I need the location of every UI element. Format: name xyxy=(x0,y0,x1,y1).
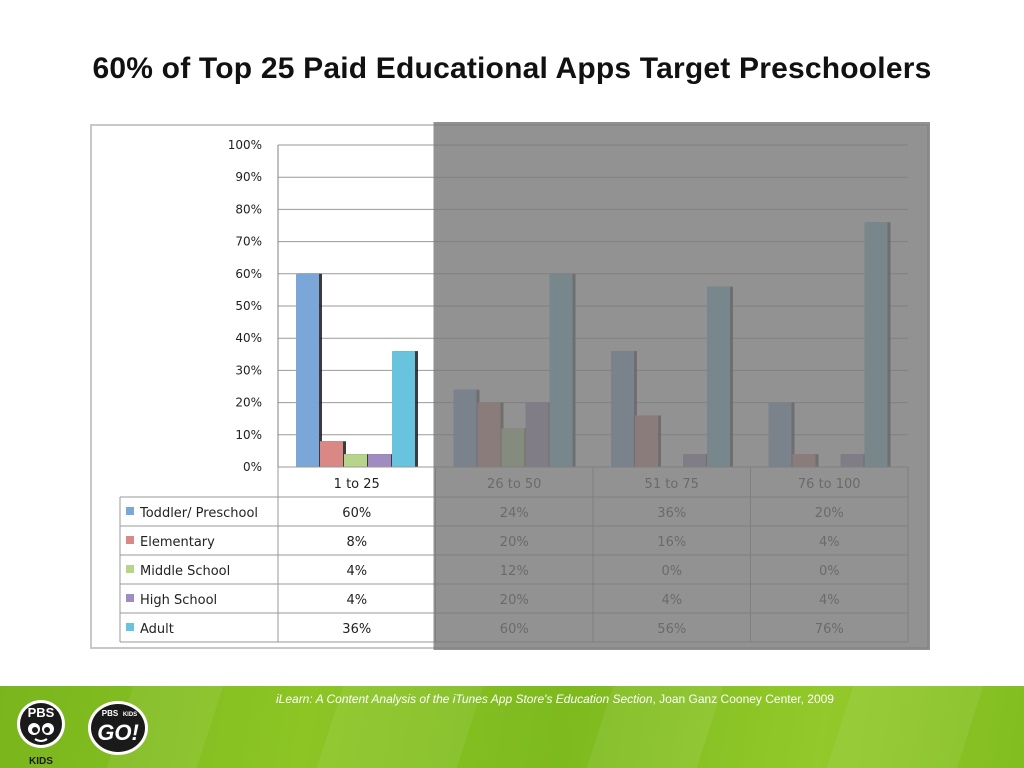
y-tick-label: 40% xyxy=(235,331,262,345)
y-tick-label: 10% xyxy=(235,428,262,442)
legend-swatch xyxy=(126,623,134,631)
source-citation: iLearn: A Content Analysis of the iTunes… xyxy=(276,692,834,706)
legend-swatch xyxy=(126,565,134,573)
bar-toddler-preschool-1-to-25 xyxy=(296,273,319,467)
citation-title: iLearn: A Content Analysis of the iTunes… xyxy=(276,692,653,706)
x-category-label: 1 to 25 xyxy=(334,477,380,492)
svg-text:PBS: PBS xyxy=(28,705,55,720)
data-table-value: 8% xyxy=(346,535,367,550)
bar-high-school-1-to-25 xyxy=(368,454,391,467)
svg-text:GO!: GO! xyxy=(97,720,139,745)
dim-overlay xyxy=(433,122,930,650)
svg-text:KIDS: KIDS xyxy=(29,756,53,766)
svg-text:KIDS: KIDS xyxy=(123,712,137,718)
pbs-kids-go-logo-icon: PBS KIDS GO! xyxy=(88,701,148,755)
y-tick-label: 100% xyxy=(228,138,262,152)
y-tick-label: 80% xyxy=(235,202,262,216)
y-tick-label: 70% xyxy=(235,235,262,249)
pbs-kids-go-logo[interactable]: PBS KIDS GO! xyxy=(84,696,154,760)
pbs-kids-logo-icon: PBS KIDS xyxy=(17,700,65,766)
legend-label: Adult xyxy=(140,622,174,637)
legend-label: Elementary xyxy=(140,535,215,550)
data-table-value: 60% xyxy=(342,506,371,521)
y-tick-label: 30% xyxy=(235,363,262,377)
legend-label: Toddler/ Preschool xyxy=(139,506,258,521)
y-axis-tick-labels: 0% 10% 20% 30% 40% 50% 60% 70% 80% 90% 100% xyxy=(228,138,262,474)
legend-label: High School xyxy=(140,593,217,608)
pbs-kids-logo[interactable]: PBS KIDS xyxy=(10,690,74,766)
y-tick-label: 90% xyxy=(235,170,262,184)
footer-banner: PBS KIDS PBS KIDS GO! iLearn: A Content … xyxy=(0,686,1024,768)
bar-adult-1-to-25 xyxy=(392,351,415,467)
slide-title: 60% of Top 25 Paid Educational Apps Targ… xyxy=(92,52,932,85)
dimmed-region-overlay xyxy=(433,122,930,650)
legend-swatch xyxy=(126,594,134,602)
bar-elementary-1-to-25 xyxy=(320,441,343,467)
legend-label: Middle School xyxy=(140,564,230,579)
svg-text:PBS: PBS xyxy=(102,709,119,718)
y-tick-label: 60% xyxy=(235,267,262,281)
data-table-value: 4% xyxy=(346,593,367,608)
y-tick-label: 20% xyxy=(235,396,262,410)
chart-area: 1 to 2526 to 5051 to 7576 to 100Toddler/… xyxy=(90,122,930,650)
y-tick-label: 50% xyxy=(235,299,262,313)
legend-swatch xyxy=(126,507,134,515)
legend-swatch xyxy=(126,536,134,544)
y-tick-label: 0% xyxy=(243,460,262,474)
bar-middle-school-1-to-25 xyxy=(344,454,367,467)
citation-rest: , Joan Ganz Cooney Center, 2009 xyxy=(652,692,834,706)
data-table-value: 36% xyxy=(342,622,371,637)
bar-chart: 1 to 2526 to 5051 to 7576 to 100Toddler/… xyxy=(90,122,930,650)
data-table-value: 4% xyxy=(346,564,367,579)
